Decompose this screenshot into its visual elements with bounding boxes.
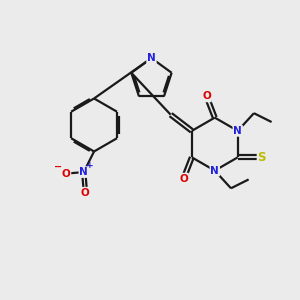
Text: O: O (202, 92, 211, 101)
Text: +: + (86, 161, 94, 170)
Text: N: N (147, 53, 156, 63)
Text: N: N (210, 166, 219, 176)
Text: O: O (81, 188, 90, 198)
Text: N: N (233, 126, 242, 136)
Text: S: S (258, 151, 266, 164)
Text: N: N (80, 167, 88, 177)
Text: O: O (179, 174, 188, 184)
Text: O: O (62, 169, 70, 178)
Text: −: − (54, 162, 62, 172)
